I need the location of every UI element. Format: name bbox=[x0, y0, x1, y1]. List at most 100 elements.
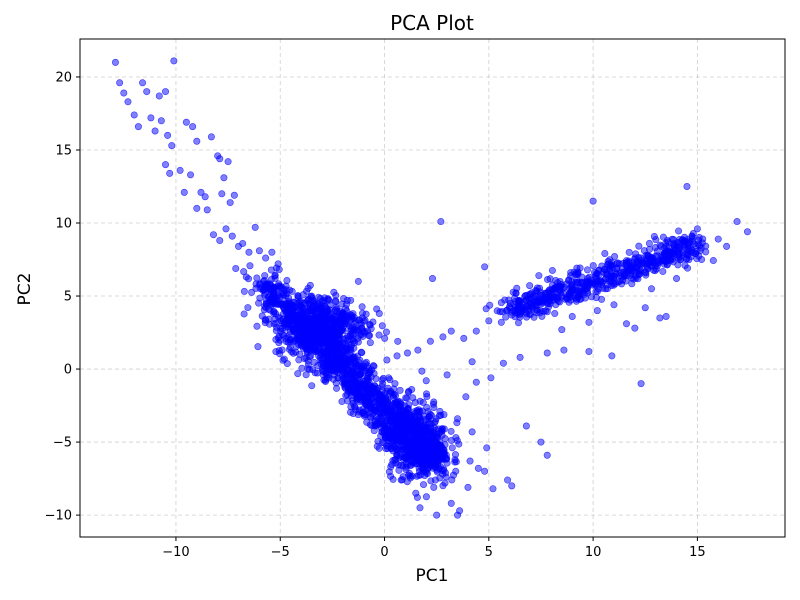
scatter-point bbox=[560, 346, 568, 354]
scatter-point bbox=[352, 373, 360, 381]
y-tick-label: 5 bbox=[64, 290, 72, 305]
scatter-point bbox=[656, 314, 664, 322]
scatter-point bbox=[659, 233, 667, 241]
scatter-point bbox=[310, 358, 318, 366]
scatter-point bbox=[548, 266, 556, 274]
scatter-point bbox=[482, 305, 490, 313]
scatter-point bbox=[584, 289, 592, 297]
scatter-point bbox=[394, 412, 402, 420]
scatter-point bbox=[245, 248, 253, 256]
scatter-point bbox=[662, 253, 670, 261]
scatter-point bbox=[569, 286, 577, 294]
scatter-point bbox=[392, 401, 400, 409]
scatter-point bbox=[481, 467, 489, 475]
scatter-point bbox=[207, 133, 215, 141]
scatter-point bbox=[348, 387, 356, 395]
scatter-point bbox=[130, 111, 138, 119]
x-tick-label: −10 bbox=[162, 545, 189, 560]
x-tick-label: 5 bbox=[485, 545, 493, 560]
scatter-point bbox=[380, 421, 388, 429]
scatter-point bbox=[283, 289, 291, 297]
scatter-point bbox=[576, 295, 584, 303]
scatter-point bbox=[322, 309, 330, 317]
scatter-points bbox=[111, 57, 751, 519]
scatter-point bbox=[267, 286, 275, 294]
scatter-point bbox=[284, 300, 292, 308]
scatter-point bbox=[278, 325, 286, 333]
scatter-point bbox=[405, 420, 413, 428]
scatter-point bbox=[632, 250, 640, 258]
scatter-point bbox=[439, 470, 447, 478]
scatter-point bbox=[554, 297, 562, 305]
scatter-point bbox=[430, 424, 438, 432]
scatter-point bbox=[366, 321, 374, 329]
scatter-point bbox=[382, 445, 390, 453]
scatter-point bbox=[391, 456, 399, 464]
scatter-point bbox=[583, 266, 591, 274]
scatter-point bbox=[168, 142, 176, 150]
scatter-point bbox=[378, 383, 386, 391]
scatter-point bbox=[650, 266, 658, 274]
scatter-point bbox=[668, 235, 676, 243]
scatter-point bbox=[302, 371, 310, 379]
scatter-point bbox=[454, 511, 462, 519]
y-tick-label: −5 bbox=[53, 436, 72, 451]
scatter-point bbox=[259, 277, 267, 285]
scatter-point bbox=[617, 272, 625, 280]
scatter-point bbox=[193, 137, 201, 145]
scatter-point bbox=[245, 275, 253, 283]
scatter-point bbox=[349, 355, 357, 363]
scatter-point bbox=[274, 313, 282, 321]
scatter-point bbox=[515, 297, 523, 305]
scatter-point bbox=[270, 310, 278, 318]
scatter-point bbox=[403, 394, 411, 402]
scatter-point bbox=[230, 191, 238, 199]
scatter-point bbox=[295, 311, 303, 319]
scatter-point bbox=[309, 296, 317, 304]
scatter-point bbox=[533, 306, 541, 314]
scatter-point bbox=[340, 295, 348, 303]
scatter-point bbox=[370, 389, 378, 397]
scatter-point bbox=[274, 290, 282, 298]
scatter-point bbox=[508, 482, 516, 490]
scatter-point bbox=[244, 304, 252, 312]
scatter-point bbox=[615, 260, 623, 268]
scatter-point bbox=[466, 457, 474, 465]
scatter-point bbox=[189, 123, 197, 131]
scatter-point bbox=[422, 493, 430, 501]
scatter-point bbox=[322, 362, 330, 370]
scatter-point bbox=[262, 296, 270, 304]
scatter-point bbox=[379, 409, 387, 417]
scatter-point bbox=[414, 346, 422, 354]
scatter-point bbox=[315, 293, 323, 301]
scatter-point bbox=[504, 476, 512, 484]
x-tick-label: −5 bbox=[271, 545, 290, 560]
y-tick-label: 15 bbox=[55, 143, 72, 158]
scatter-point bbox=[294, 292, 302, 300]
scatter-point bbox=[393, 352, 401, 360]
scatter-point bbox=[427, 477, 435, 485]
scatter-point bbox=[558, 326, 566, 334]
scatter-point bbox=[201, 193, 209, 201]
scatter-point bbox=[585, 348, 593, 356]
scatter-point bbox=[240, 310, 248, 318]
scatter-point bbox=[574, 269, 582, 277]
scatter-point bbox=[447, 499, 455, 507]
scatter-point bbox=[289, 325, 297, 333]
scatter-point bbox=[385, 389, 393, 397]
scatter-point bbox=[331, 355, 339, 363]
scatter-point bbox=[430, 483, 438, 491]
scatter-point bbox=[522, 422, 530, 430]
scatter-point bbox=[255, 247, 263, 255]
scatter-point bbox=[316, 330, 324, 338]
scatter-point bbox=[630, 275, 638, 283]
scatter-point bbox=[561, 295, 569, 303]
scatter-point bbox=[499, 359, 507, 367]
scatter-point bbox=[285, 331, 293, 339]
chart-title: PCA Plot bbox=[390, 11, 474, 35]
scatter-point bbox=[474, 464, 482, 472]
scatter-point bbox=[418, 367, 426, 375]
scatter-point bbox=[317, 303, 325, 311]
scatter-point bbox=[654, 259, 662, 267]
scatter-point bbox=[637, 380, 645, 388]
